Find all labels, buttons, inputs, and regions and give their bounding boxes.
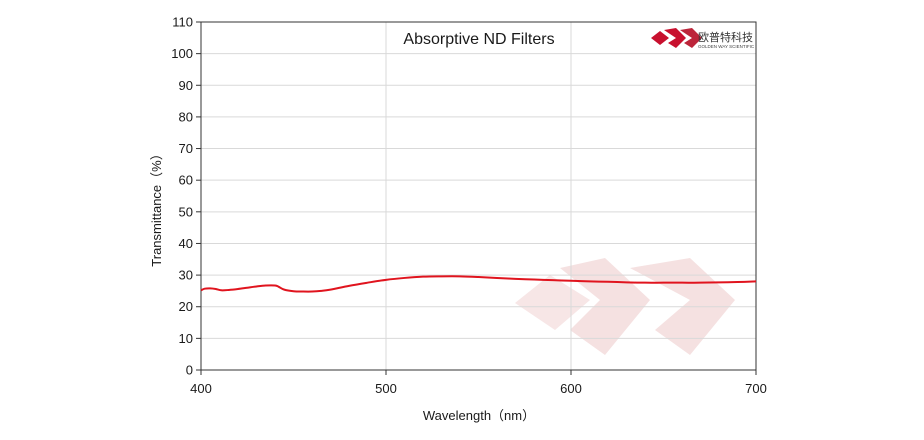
x-tick-label: 400 bbox=[190, 381, 212, 396]
y-tick-label: 100 bbox=[171, 46, 193, 61]
chart-title: Absorptive ND Filters bbox=[403, 31, 554, 48]
plot-frame bbox=[200, 21, 757, 371]
grid-lines bbox=[201, 22, 756, 370]
y-tick-label: 90 bbox=[179, 78, 193, 93]
x-axis-label: Wavelength（nm） bbox=[423, 408, 535, 423]
y-tick-label: 10 bbox=[179, 331, 193, 346]
x-tick-label: 600 bbox=[560, 381, 582, 396]
y-tick-label: 40 bbox=[179, 236, 193, 251]
y-axis-label: Transmittance（%） bbox=[149, 147, 164, 266]
y-tick-label: 30 bbox=[179, 268, 193, 283]
y-tick-label: 110 bbox=[172, 15, 193, 30]
brand-logo-mark bbox=[651, 28, 702, 48]
brand-logo: 欧普特科技 GOLDEN WAY SCIENTIFIC bbox=[651, 28, 755, 49]
plot-border bbox=[200, 21, 757, 371]
x-tick-label: 700 bbox=[745, 381, 767, 396]
y-tick-label: 20 bbox=[179, 299, 193, 314]
y-tick-label: 80 bbox=[179, 109, 193, 124]
x-axis-ticks: 400 500 600 700 bbox=[190, 370, 767, 396]
y-tick-label: 60 bbox=[179, 173, 193, 188]
brand-logo-cn-text: 欧普特科技 bbox=[698, 30, 753, 44]
y-tick-label: 50 bbox=[179, 204, 193, 219]
y-tick-label: 0 bbox=[186, 363, 193, 378]
y-axis-ticks: 0 10 20 30 40 50 60 70 80 90 100 110 bbox=[171, 15, 201, 378]
transmittance-series-line bbox=[200, 275, 757, 293]
x-tick-label: 500 bbox=[375, 381, 397, 396]
y-tick-label: 70 bbox=[179, 141, 193, 156]
series-group bbox=[200, 275, 757, 293]
brand-logo-en-text: GOLDEN WAY SCIENTIFIC bbox=[698, 44, 755, 49]
